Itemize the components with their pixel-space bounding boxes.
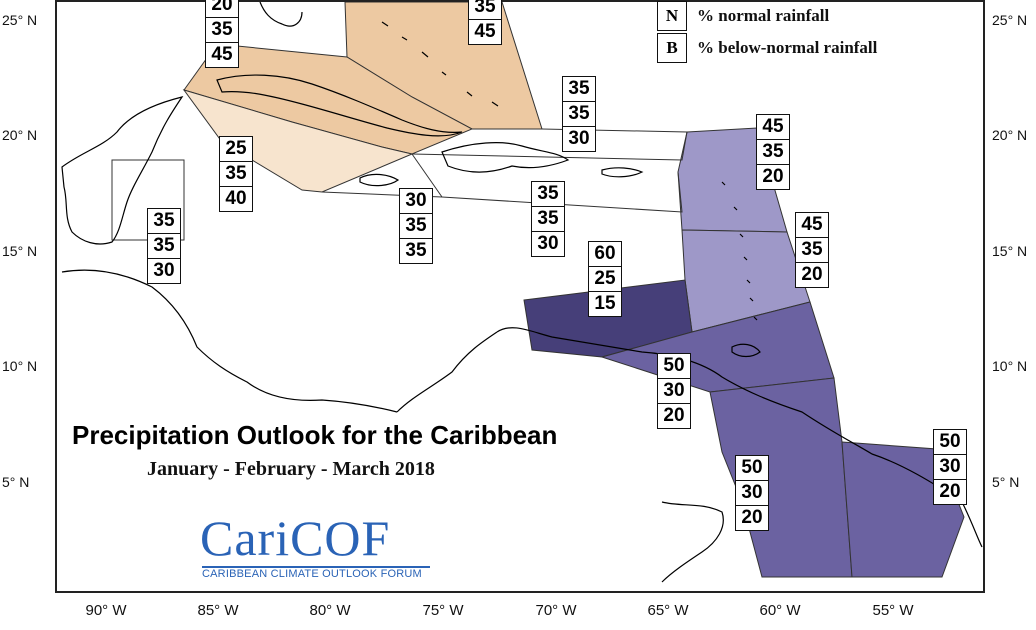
above-normal-value: 25 — [220, 137, 252, 162]
lon-label-60w: 60° W — [759, 602, 801, 619]
lat-label-20n-right: 20° N — [992, 127, 1028, 143]
normal-value: 30 — [934, 455, 966, 480]
lon-label-55w: 55° W — [872, 602, 914, 619]
normal-value: 30 — [736, 481, 768, 506]
logo-tagline: CARIBBEAN CLIMATE OUTLOOK FORUM — [202, 568, 422, 580]
below-normal-value: 35 — [405, 240, 427, 261]
above-normal-value: 35 — [532, 182, 564, 207]
lat-label-5n-right: 5° N — [992, 474, 1020, 490]
prob-box-leeward: 45 35 20 — [756, 114, 790, 190]
prob-box-western-caribbean: 25 35 40 — [219, 136, 253, 212]
above-normal-value: 45 — [796, 213, 828, 238]
below-normal-value: 30 — [568, 128, 590, 149]
above-normal-value: 20 — [206, 0, 238, 18]
logo-wordmark: CariCOF — [200, 510, 391, 566]
prob-box-guyana: 50 30 20 — [735, 455, 769, 531]
below-normal-value: 45 — [474, 21, 496, 42]
prob-box-windward: 45 35 20 — [795, 212, 829, 288]
lon-label-85w: 85° W — [197, 602, 239, 619]
above-normal-value: 50 — [736, 456, 768, 481]
normal-value: 35 — [206, 18, 238, 43]
normal-value: 35 — [757, 140, 789, 165]
above-normal-value: 60 — [589, 242, 621, 267]
normal-value: 35 — [563, 102, 595, 127]
legend: N % normal rainfall B % below-normal rai… — [657, 0, 877, 64]
below-normal-value: 20 — [762, 166, 784, 187]
map-subtitle: January - February - March 2018 — [147, 458, 435, 480]
lon-label-80w: 80° W — [309, 602, 351, 619]
prob-box-abc-islands: 60 25 15 — [588, 241, 622, 317]
lat-label-15n-right: 15° N — [992, 243, 1028, 259]
legend-text-below: % below-normal rainfall — [697, 38, 878, 57]
lon-label-90w: 90° W — [85, 602, 127, 619]
lon-label-75w: 75° W — [422, 602, 464, 619]
lat-label-25n-left: 25° N — [2, 12, 38, 28]
lon-label-65w: 65° W — [647, 602, 689, 619]
above-normal-value: 50 — [658, 354, 690, 379]
above-normal-value: 45 — [757, 115, 789, 140]
below-normal-value: 20 — [801, 264, 823, 285]
below-normal-value: 40 — [225, 188, 247, 209]
map-frame — [55, 0, 985, 593]
legend-row-normal: N % normal rainfall — [657, 0, 877, 32]
zone-guyana — [709, 377, 853, 578]
normal-value: 30 — [658, 379, 690, 404]
above-normal-value: 50 — [934, 430, 966, 455]
normal-value: 35 — [400, 214, 432, 239]
below-normal-value: 15 — [594, 293, 616, 314]
lat-label-5n-left: 5° N — [2, 474, 30, 490]
legend-key-normal: N — [657, 1, 687, 31]
normal-value: 35 — [796, 238, 828, 263]
lat-label-15n-left: 15° N — [2, 243, 38, 259]
normal-value: 35 — [469, 0, 501, 20]
map-title: Precipitation Outlook for the Caribbean — [72, 420, 558, 450]
below-normal-value: 20 — [741, 507, 763, 528]
prob-box-turks-caicos: 35 35 30 — [562, 76, 596, 152]
lon-label-70w: 70° W — [535, 602, 577, 619]
lat-label-25n-right: 25° N — [992, 12, 1028, 28]
below-normal-value: 20 — [939, 481, 961, 502]
prob-box-cuba: 20 35 45 — [205, 0, 239, 68]
above-normal-value: 30 — [400, 189, 432, 214]
normal-value: 35 — [148, 234, 180, 259]
normal-value: 25 — [589, 267, 621, 292]
prob-box-belize: 35 35 30 — [147, 208, 181, 284]
caricof-logo: CariCOF CARIBBEAN CLIMATE OUTLOOK FORUM — [200, 512, 435, 580]
prob-box-jamaica: 30 35 35 — [399, 188, 433, 264]
below-normal-value: 30 — [537, 233, 559, 254]
lat-label-10n-right: 10° N — [992, 358, 1028, 374]
above-normal-value: 35 — [563, 77, 595, 102]
below-normal-value: 45 — [211, 44, 233, 65]
below-normal-value: 30 — [153, 260, 175, 281]
legend-row-below: B % below-normal rainfall — [657, 32, 877, 64]
normal-value: 35 — [220, 162, 252, 187]
legend-text-normal: % normal rainfall — [697, 6, 830, 25]
outlook-map — [61, 2, 983, 583]
prob-box-hispaniola: 35 35 30 — [531, 181, 565, 257]
logo-divider — [202, 566, 430, 568]
prob-box-trinidad: 50 30 20 — [657, 353, 691, 429]
normal-value: 35 — [532, 207, 564, 232]
lat-label-20n-left: 20° N — [2, 127, 38, 143]
above-normal-value: 35 — [148, 209, 180, 234]
legend-key-below: B — [657, 33, 687, 63]
prob-box-bahamas: 35 45 — [468, 0, 502, 45]
lat-label-10n-left: 10° N — [2, 358, 38, 374]
below-normal-value: 20 — [663, 405, 685, 426]
prob-box-suriname: 50 30 20 — [933, 429, 967, 505]
